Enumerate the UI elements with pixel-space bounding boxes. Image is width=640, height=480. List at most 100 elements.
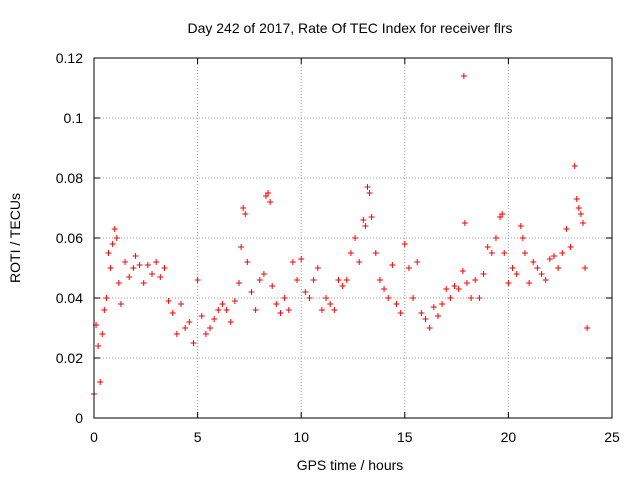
data-point	[563, 226, 570, 232]
data-point	[173, 331, 180, 337]
data-point	[422, 316, 429, 322]
data-point	[95, 343, 102, 349]
data-point	[273, 301, 280, 307]
data-point	[418, 310, 425, 316]
y-tick-label: 0.04	[56, 290, 83, 306]
data-point	[215, 307, 222, 313]
data-point	[410, 295, 417, 301]
data-point	[526, 280, 533, 286]
data-point	[211, 316, 218, 322]
data-point	[165, 298, 172, 304]
data-point	[238, 244, 245, 250]
data-point	[575, 205, 582, 211]
y-tick-label: 0.12	[56, 50, 83, 66]
data-point	[105, 250, 112, 256]
data-point	[331, 307, 338, 313]
data-point	[530, 259, 537, 265]
data-point	[109, 241, 116, 247]
data-point	[236, 280, 243, 286]
data-point	[397, 310, 404, 316]
data-point	[310, 277, 317, 283]
y-tick-label: 0.1	[64, 110, 84, 126]
data-point	[509, 265, 516, 271]
data-point	[194, 277, 201, 283]
data-point	[306, 295, 313, 301]
data-point	[579, 220, 586, 226]
data-point	[190, 340, 197, 346]
x-tick-label: 15	[397, 429, 413, 445]
data-point	[202, 331, 209, 337]
data-point	[115, 280, 122, 286]
data-point	[366, 190, 373, 196]
data-point	[107, 265, 114, 271]
data-point	[542, 277, 549, 283]
data-point	[244, 259, 251, 265]
data-point	[584, 325, 591, 331]
data-point	[252, 307, 259, 313]
data-point	[140, 280, 147, 286]
data-point	[198, 313, 205, 319]
axis-ticks	[93, 57, 613, 419]
chart-title: Day 242 of 2017, Rate Of TEC Index for r…	[187, 20, 512, 36]
data-point	[136, 262, 143, 268]
data-point	[559, 250, 566, 256]
x-tick-label: 20	[501, 429, 517, 445]
data-point	[178, 301, 185, 307]
data-point	[227, 319, 234, 325]
data-point	[577, 211, 584, 217]
data-point	[461, 220, 468, 226]
data-point	[573, 196, 580, 202]
data-points	[91, 73, 591, 397]
data-point	[521, 250, 528, 256]
data-point	[567, 244, 574, 250]
data-point	[339, 283, 346, 289]
data-point	[323, 295, 330, 301]
data-point	[256, 277, 263, 283]
data-point	[113, 235, 120, 241]
data-point	[368, 214, 375, 220]
data-point	[505, 280, 512, 286]
data-point	[443, 286, 450, 292]
data-point	[517, 223, 524, 229]
data-point	[117, 301, 124, 307]
data-point	[538, 271, 545, 277]
data-point	[356, 259, 363, 265]
data-point	[169, 310, 176, 316]
data-point	[281, 295, 288, 301]
data-point	[447, 295, 454, 301]
data-point	[343, 277, 350, 283]
data-point	[207, 325, 214, 331]
data-point	[459, 268, 466, 274]
data-point	[161, 265, 168, 271]
data-point	[335, 277, 342, 283]
data-point	[571, 163, 578, 169]
y-axis-label: ROTI / TECUs	[7, 193, 23, 283]
data-point	[231, 298, 238, 304]
data-point	[269, 283, 276, 289]
data-point	[555, 265, 562, 271]
data-point	[492, 235, 499, 241]
data-point	[132, 253, 139, 259]
data-point	[550, 253, 557, 259]
x-tick-label: 0	[90, 429, 98, 445]
x-axis-label: GPS time / hours	[297, 457, 404, 473]
data-point	[242, 211, 249, 217]
data-point	[393, 301, 400, 307]
data-point	[488, 250, 495, 256]
data-point	[186, 319, 193, 325]
data-point	[451, 283, 458, 289]
data-point	[126, 274, 133, 280]
data-point	[294, 277, 301, 283]
data-point	[248, 289, 255, 295]
data-point	[122, 259, 129, 265]
data-point	[130, 265, 137, 271]
data-point	[401, 241, 408, 247]
data-point	[426, 325, 433, 331]
data-point	[546, 256, 553, 262]
y-tick-label: 0	[75, 410, 83, 426]
data-point	[101, 307, 108, 313]
data-point	[513, 271, 520, 277]
data-point	[97, 379, 104, 385]
